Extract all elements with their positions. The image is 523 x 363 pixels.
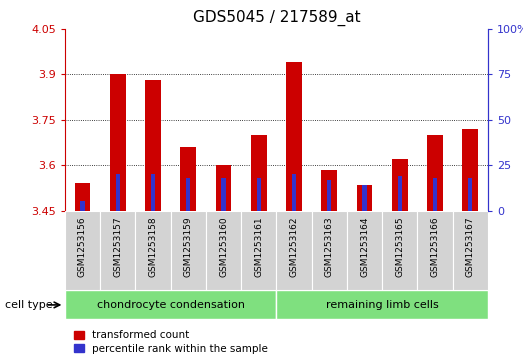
Legend: transformed count, percentile rank within the sample: transformed count, percentile rank withi…	[70, 326, 272, 358]
Bar	[241, 211, 276, 290]
Text: GSM1253167: GSM1253167	[466, 216, 475, 277]
Bar	[292, 174, 296, 211]
Bar	[382, 211, 417, 290]
Text: GSM1253156: GSM1253156	[78, 216, 87, 277]
Text: cell type: cell type	[5, 300, 53, 310]
Bar	[397, 176, 402, 211]
Bar	[206, 211, 241, 290]
Text: GSM1253161: GSM1253161	[254, 216, 263, 277]
Bar	[75, 183, 90, 211]
Bar	[116, 174, 120, 211]
Bar	[65, 290, 276, 319]
Bar	[347, 211, 382, 290]
Bar	[392, 159, 408, 211]
Text: GSM1253164: GSM1253164	[360, 216, 369, 277]
Text: GSM1253159: GSM1253159	[184, 216, 193, 277]
Bar	[110, 74, 126, 211]
Text: chondrocyte condensation: chondrocyte condensation	[97, 300, 245, 310]
Title: GDS5045 / 217589_at: GDS5045 / 217589_at	[192, 10, 360, 26]
Bar	[135, 211, 170, 290]
Bar	[276, 290, 488, 319]
Bar	[417, 211, 453, 290]
Bar	[468, 178, 472, 211]
Bar	[215, 165, 232, 211]
Text: GSM1253160: GSM1253160	[219, 216, 228, 277]
Bar	[180, 147, 196, 211]
Text: GSM1253163: GSM1253163	[325, 216, 334, 277]
Bar	[145, 81, 161, 211]
Text: GSM1253162: GSM1253162	[290, 216, 299, 277]
Text: GSM1253166: GSM1253166	[430, 216, 439, 277]
Bar	[312, 211, 347, 290]
Bar	[286, 62, 302, 211]
Bar	[327, 180, 332, 211]
Bar	[151, 174, 155, 211]
Text: GSM1253157: GSM1253157	[113, 216, 122, 277]
Bar	[221, 178, 225, 211]
Bar	[186, 178, 190, 211]
Bar	[170, 211, 206, 290]
Text: remaining limb cells: remaining limb cells	[326, 300, 439, 310]
Bar	[257, 178, 261, 211]
Text: GSM1253165: GSM1253165	[395, 216, 404, 277]
Bar	[433, 178, 437, 211]
Bar	[276, 211, 312, 290]
Bar	[65, 211, 100, 290]
Bar	[362, 185, 367, 211]
Bar	[453, 211, 488, 290]
Bar	[81, 201, 85, 211]
Bar	[357, 185, 372, 211]
Bar	[251, 135, 267, 211]
Bar	[321, 170, 337, 211]
Bar	[100, 211, 135, 290]
Text: GSM1253158: GSM1253158	[149, 216, 157, 277]
Bar	[462, 129, 478, 211]
Bar	[427, 135, 443, 211]
